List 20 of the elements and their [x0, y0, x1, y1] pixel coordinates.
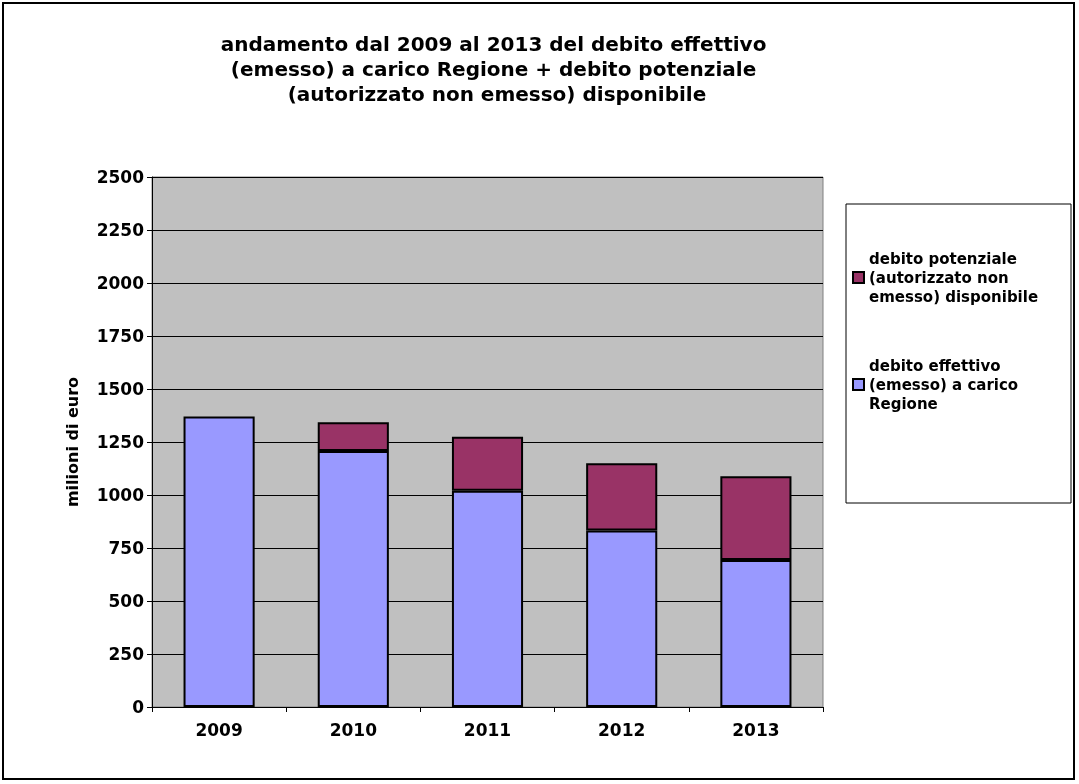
legend-label: debito potenziale (autorizzato non emesso) disponibile [869, 249, 1039, 306]
y-tick-label: 2500 [96, 167, 145, 187]
x-tick-label: 2013 [732, 719, 780, 740]
x-tick-label: 2012 [598, 719, 646, 740]
y-tick-label: 250 [108, 644, 145, 664]
legend-label: debito effettivo (emesso) a carico Regione [869, 356, 1024, 413]
y-tick-label: 1750 [96, 326, 145, 346]
y-tick-label: 0 [132, 697, 145, 717]
chart-title: andamento dal 2009 al 2013 del debito effettivo (emesso) a carico Regione + debito potenziale (autorizzato non emesso) disponibile [220, 31, 774, 106]
y-tick-label: 750 [108, 538, 145, 558]
x-tick-label: 2011 [463, 719, 512, 740]
y-tick-label: 2250 [96, 220, 145, 240]
y-tick-label: 2000 [96, 273, 145, 293]
x-tick-label: 2009 [195, 719, 243, 740]
y-tick-label: 1000 [96, 485, 145, 505]
y-tick-label: 1500 [96, 379, 145, 399]
x-tick-label: 2010 [329, 719, 378, 740]
y-tick-label: 500 [108, 591, 145, 611]
y-axis-title: milioni di euro [62, 376, 82, 508]
y-tick-label: 1250 [96, 432, 145, 452]
